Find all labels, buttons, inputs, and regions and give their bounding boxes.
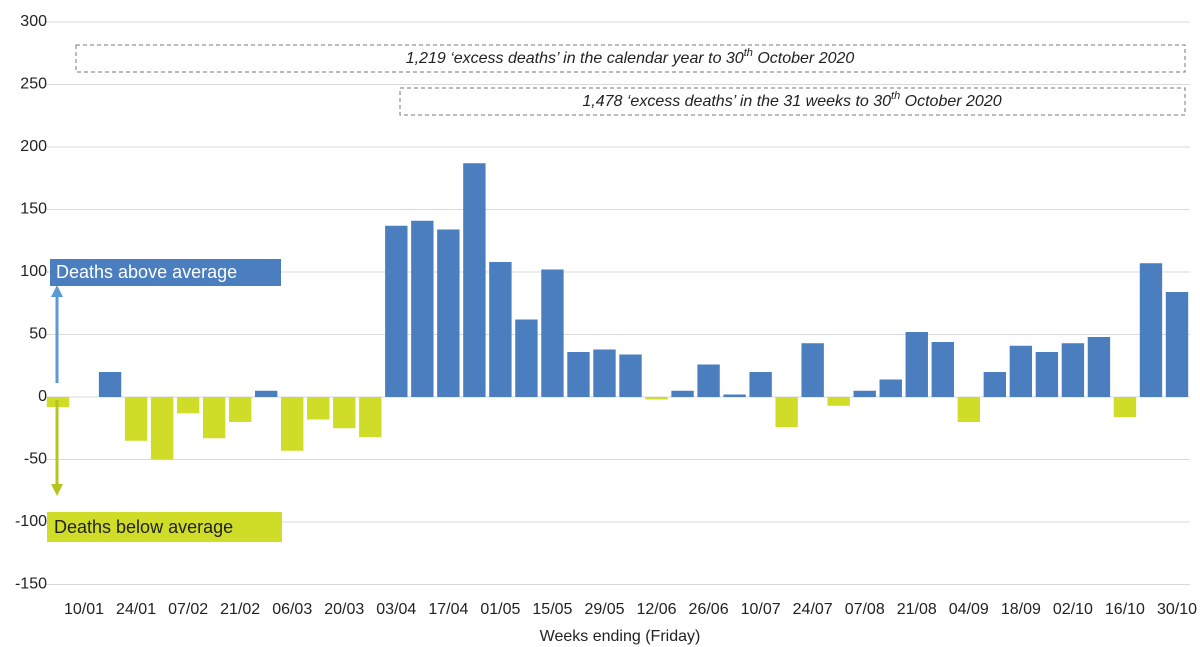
bar [489,262,512,397]
x-tick-label: 29/05 [584,601,624,618]
bar [411,220,434,397]
x-tick-label: 01/05 [480,601,520,618]
bar [359,397,382,437]
y-tick-label: 200 [20,138,47,155]
x-tick-label: 24/07 [793,601,833,618]
y-tick-label: -50 [24,451,47,468]
bar [228,397,252,422]
bar [463,163,486,397]
x-tick-label: 06/03 [272,601,312,618]
y-tick-label: 300 [20,13,47,30]
arrow-head [51,285,63,297]
bar [983,372,1007,397]
y-tick-label: 100 [20,263,47,280]
annotation-box [75,44,1186,73]
bar [541,269,564,397]
bar [723,394,746,397]
x-tick-label: 30/10 [1157,601,1197,618]
x-tick-label: 04/09 [949,601,989,618]
bar [1113,397,1137,417]
y-tick-label: 50 [29,326,47,343]
x-tick-label: 20/03 [324,601,364,618]
bar [957,397,980,422]
bar [307,397,330,420]
bar [567,352,590,397]
x-tick-label: 10/01 [64,601,104,618]
y-tick-label: -150 [15,576,47,593]
y-tick-label: -100 [15,513,47,530]
y-tick-label: 150 [20,201,47,218]
x-axis-title: Weeks ending (Friday) [540,628,701,645]
x-tick-label: 17/04 [428,601,468,618]
bar [1165,292,1189,397]
bar [202,397,226,439]
x-tick-label: 10/07 [741,601,781,618]
x-tick-label: 18/09 [1001,601,1041,618]
bar [1009,345,1033,397]
bar [1139,263,1163,397]
y-tick-label: 0 [38,388,47,405]
bar [619,354,642,397]
x-tick-label: 02/10 [1053,601,1093,618]
x-tick-label: 07/02 [168,601,208,618]
arrow-head [51,484,63,496]
bar [437,229,460,397]
bar [515,319,538,397]
x-tick-label: 21/08 [897,601,937,618]
x-tick-label: 07/08 [845,601,885,618]
y-tick-label: 250 [20,76,47,93]
x-tick-label: 15/05 [532,601,572,618]
bar [879,379,902,397]
label-below: Deaths below average [54,517,233,537]
x-tick-label: 24/01 [116,601,156,618]
x-tick-label: 12/06 [637,601,677,618]
label-box [50,259,281,286]
label-above: Deaths above average [56,262,237,282]
bar [124,397,148,441]
bar [593,349,616,397]
annotation: 1,219 ‘excess deaths’ in the calendar ye… [406,47,855,67]
bar [385,225,408,397]
x-tick-label: 03/04 [376,601,416,618]
bar [281,397,304,451]
bar [775,397,798,427]
bar [98,372,122,397]
bar [333,397,356,429]
bar [150,397,174,460]
bar [905,332,928,397]
bar [1087,337,1111,397]
x-tick-label: 26/06 [689,601,729,618]
bar [853,390,876,397]
bar [697,364,720,397]
x-tick-label: 21/02 [220,601,260,618]
x-tick-label: 16/10 [1105,601,1145,618]
annotation-box [399,87,1186,116]
bar [1061,343,1085,397]
bar [931,342,954,397]
bar [255,390,278,397]
bars [46,163,1189,460]
bar [749,372,772,397]
bar [176,397,200,414]
bar [1035,352,1059,397]
bar [801,343,824,397]
annotation: 1,478 ‘excess deaths’ in the 31 weeks to… [582,90,1001,110]
label-box [47,512,282,542]
bar [671,390,694,397]
bar [827,397,850,406]
bar [645,397,668,400]
